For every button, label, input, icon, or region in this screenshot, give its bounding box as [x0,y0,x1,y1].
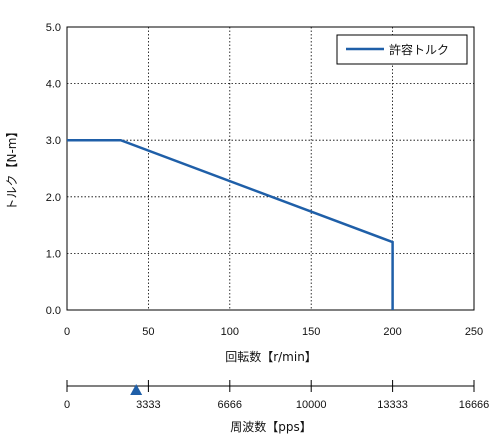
legend: 許容トルク [336,34,468,65]
secondary-axis: 0 3333 6666 10000 13333 16666 周波数【pps】 [64,380,489,434]
y-tick-label: 2.0 [46,192,61,204]
secondary-tick-label: 6666 [218,399,242,411]
series-line [67,138,394,310]
y-tick-label: 3.0 [46,135,61,147]
legend-label: 許容トルク [389,42,449,57]
y-tick-label: 0.0 [46,305,61,317]
secondary-tick-label: 13333 [377,399,408,411]
x-tick-label: 200 [383,326,401,338]
frequency-marker [130,384,143,395]
secondary-axis-title: 周波数【pps】 [230,419,312,434]
y-tick-label: 5.0 [46,22,61,34]
x-axis-title: 回転数【r/min】 [225,349,317,364]
x-tick-label: 50 [142,326,154,338]
y-tick-label: 1.0 [46,248,61,260]
x-tick-label: 100 [221,326,239,338]
secondary-tick-label: 16666 [459,399,490,411]
x-tick-label: 150 [302,326,320,338]
secondary-tick-label: 3333 [136,399,160,411]
secondary-ticks: 0 3333 6666 10000 13333 16666 [64,380,489,411]
grid [67,27,474,310]
secondary-tick-label: 10000 [296,399,327,411]
x-tick-label: 250 [465,326,483,338]
y-tick-label: 4.0 [46,79,61,91]
tick-labels: 0 50 100 150 200 250 0.0 1.0 2.0 3.0 4.0 5.0 [46,22,483,338]
series-layer [67,138,394,310]
plot-frame [66,26,475,311]
secondary-tick-label: 0 [64,399,70,411]
y-axis-title: トルク【N-m】 [5,126,19,211]
x-tick-label: 0 [64,326,70,338]
